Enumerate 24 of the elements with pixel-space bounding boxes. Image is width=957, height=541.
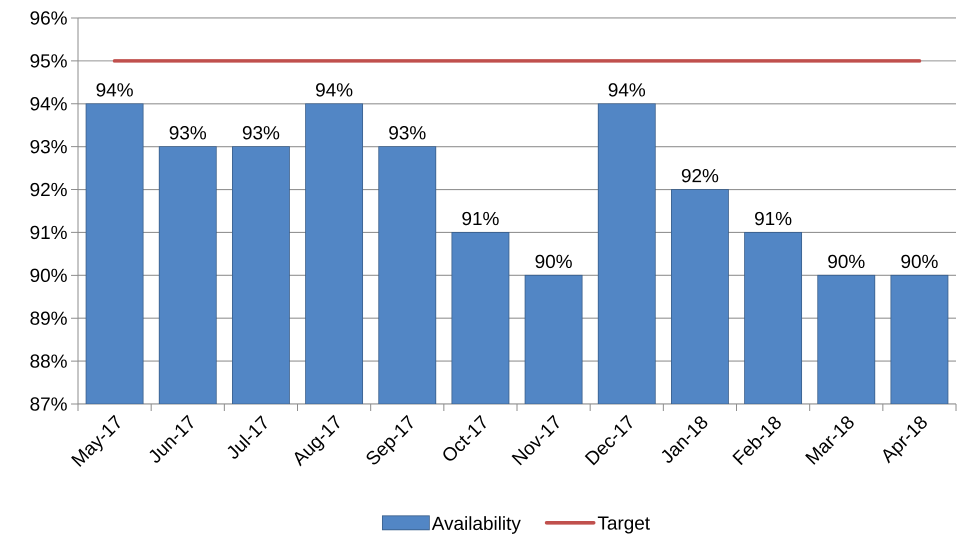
data-label: 91% [755, 212, 792, 226]
data-label: 94% [96, 83, 133, 97]
data-label: 93% [389, 126, 426, 140]
y-tick-label: 96% [30, 11, 67, 25]
y-tick-label: 89% [30, 312, 67, 325]
y-tick-label: 91% [30, 226, 67, 240]
y-tick-label: 87% [30, 397, 67, 411]
y-tick-label: 90% [30, 268, 67, 282]
data-label: 93% [242, 126, 280, 140]
legend-label: Target [598, 516, 650, 534]
data-label: 94% [316, 83, 352, 97]
y-tick-label: 95% [30, 54, 67, 68]
data-label: 90% [901, 254, 938, 268]
data-label: 90% [828, 254, 865, 268]
data-label: 94% [608, 83, 646, 97]
data-label: 92% [682, 168, 718, 182]
y-tick-label: 94% [30, 97, 67, 110]
data-label: 91% [462, 212, 499, 226]
data-label: 93% [170, 126, 206, 140]
y-tick-label: 88% [30, 354, 67, 368]
y-tick-label: 92% [30, 182, 67, 196]
legend-label: Availability [432, 516, 521, 534]
data-label: 90% [536, 254, 572, 268]
y-tick-label: 93% [30, 140, 67, 154]
